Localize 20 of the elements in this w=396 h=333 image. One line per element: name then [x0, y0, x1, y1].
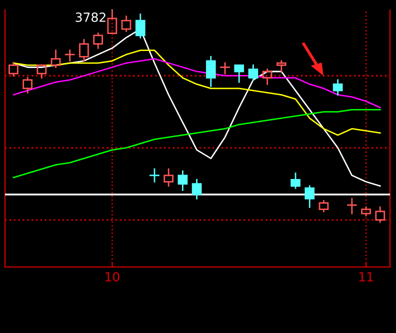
candlestick [192, 178, 202, 200]
candlestick [164, 168, 174, 187]
annotation: 3782 [76, 12, 106, 22]
candlestick [22, 77, 32, 94]
candlestick [121, 16, 132, 32]
candlestick [135, 14, 146, 38]
candlestick [248, 64, 258, 81]
candlestick [206, 56, 216, 88]
candlestick [93, 32, 104, 49]
candlestick [262, 68, 272, 85]
candlestick [346, 198, 357, 214]
candlestick [318, 200, 329, 212]
candlestick [50, 50, 61, 68]
candlestick [276, 60, 286, 72]
candlestick [304, 185, 315, 208]
x-tick-label: 11 [359, 272, 373, 282]
candlestick [375, 206, 386, 223]
x-tick-label: 10 [106, 272, 120, 282]
candlestick [332, 79, 343, 96]
candlestick [178, 170, 188, 191]
